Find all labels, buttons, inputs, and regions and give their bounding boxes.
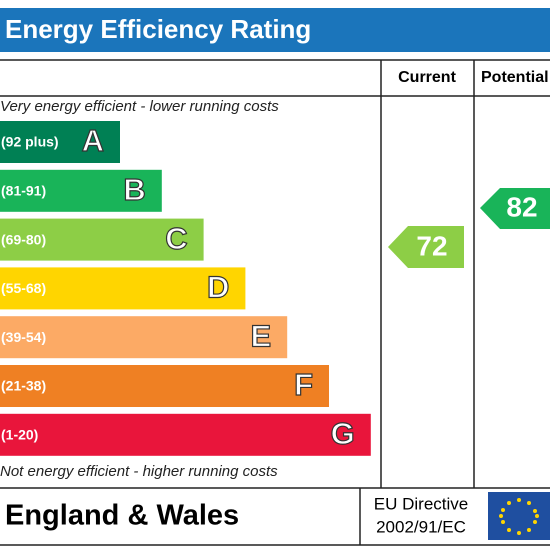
band-range: (81-91) (1, 183, 46, 199)
band-range: (92 plus) (1, 134, 59, 150)
current-value: 72 (416, 230, 447, 261)
band-range: (1-20) (1, 427, 38, 443)
column-header: Current (398, 69, 456, 86)
title-bar (0, 8, 550, 52)
band-range: (21-38) (1, 378, 46, 394)
band-bar (0, 218, 204, 261)
band-bar (0, 169, 162, 212)
band-bar (0, 365, 329, 407)
potential-arrow: 82 (480, 188, 550, 229)
column-header: Potential (481, 69, 549, 86)
band-letter: E (251, 318, 272, 353)
band-letter: D (207, 270, 229, 305)
frame (0, 59, 550, 546)
band-letter: A (82, 123, 104, 158)
directive: 2002/91/EC (376, 517, 466, 536)
band-bar (0, 413, 371, 456)
band-range: (55-68) (1, 280, 46, 296)
eu-flag (488, 492, 550, 540)
top-note: Very energy efficient - lower running co… (0, 98, 279, 115)
directive: EU Directive (374, 494, 468, 513)
band-bar (0, 121, 120, 163)
band-letter: F (294, 367, 313, 402)
title: Energy Efficiency Rating (5, 14, 311, 44)
region: England & Wales (5, 500, 239, 532)
current-arrow: 72 (388, 226, 464, 268)
band-range: (39-54) (1, 329, 46, 345)
band-letter: G (331, 416, 355, 451)
band-bar (0, 316, 288, 359)
band-letter: C (165, 221, 187, 256)
band-range: (69-80) (1, 231, 46, 247)
band-letter: B (123, 172, 145, 207)
bottom-note: Not energy efficient - higher running co… (0, 463, 278, 480)
potential-value: 82 (506, 191, 537, 222)
band-bar (0, 267, 246, 310)
